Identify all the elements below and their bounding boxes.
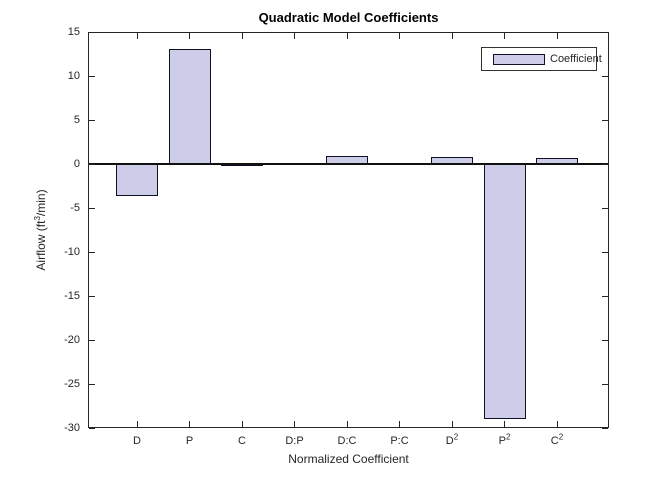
y-tick-right: [602, 251, 608, 253]
y-tick-right: [602, 207, 608, 209]
x-tick-top: [399, 33, 400, 39]
x-category-label: D:P: [285, 435, 304, 447]
y-tick-label: -20: [64, 334, 80, 346]
y-tick: [89, 339, 95, 341]
y-tick-label: 10: [67, 70, 80, 82]
x-tick: [136, 421, 138, 427]
x-tick: [399, 421, 400, 427]
y-tick: [89, 427, 95, 429]
x-category-label: P:C: [390, 435, 409, 447]
y-tick-right: [602, 427, 608, 429]
x-tick-top: [556, 33, 558, 39]
x-tick: [294, 421, 295, 427]
x-category-label: C2: [550, 432, 564, 447]
bar-C: [221, 164, 263, 166]
x-tick-top: [241, 33, 243, 39]
x-axis-label: Normalized Coefficient: [288, 452, 409, 466]
x-category-label: C: [238, 435, 246, 447]
x-tick-top: [504, 33, 505, 39]
x-category-label: P: [185, 435, 194, 447]
bar-P2: [483, 164, 526, 420]
y-tick: [89, 383, 95, 385]
x-tick-top: [294, 33, 295, 39]
zero-baseline: [89, 163, 608, 165]
y-tick: [89, 295, 95, 297]
x-tick: [451, 421, 453, 427]
y-tick-label: 0: [73, 158, 80, 170]
y-tick-right: [602, 163, 608, 165]
x-category-label: P2: [498, 432, 511, 447]
y-tick-label: 15: [67, 26, 80, 38]
y-tick-right: [602, 295, 608, 297]
y-tick-right: [602, 119, 608, 121]
y-axis-label: Airflow (ft3/min): [33, 189, 48, 271]
y-tick: [89, 75, 95, 77]
x-tick-top: [451, 33, 453, 39]
chart-title: Quadratic Model Coefficients: [258, 10, 439, 25]
bar-D: [116, 164, 158, 196]
y-tick: [89, 251, 95, 253]
x-tick: [556, 421, 558, 427]
x-tick-top: [136, 33, 138, 39]
y-tick-label: -15: [64, 290, 80, 302]
x-tick: [504, 421, 505, 427]
bar-P: [168, 48, 211, 164]
y-tick-right: [602, 383, 608, 385]
legend-swatch: [493, 54, 545, 65]
legend: Coefficient: [481, 47, 602, 71]
x-tick: [346, 421, 348, 427]
x-category-label: D: [133, 435, 141, 447]
y-tick-label: -5: [70, 202, 80, 214]
plot-area: [88, 32, 609, 428]
y-tick: [89, 207, 95, 209]
x-tick: [189, 421, 190, 427]
y-tick-right: [602, 339, 608, 341]
x-category-label: D:C: [337, 435, 357, 447]
y-tick-label: -30: [64, 422, 80, 434]
y-tick: [89, 119, 95, 121]
y-tick-label: 5: [73, 114, 80, 126]
x-tick: [241, 421, 243, 427]
y-tick-label: -25: [64, 378, 80, 390]
legend-label: Coefficient: [550, 53, 602, 65]
x-tick-top: [346, 33, 348, 39]
y-tick-right: [602, 75, 608, 77]
y-tick: [89, 31, 95, 33]
x-category-label: D2: [445, 432, 459, 447]
y-tick: [89, 163, 95, 165]
y-tick-right: [602, 31, 608, 33]
x-tick-top: [189, 33, 190, 39]
y-tick-label: -10: [64, 246, 80, 258]
